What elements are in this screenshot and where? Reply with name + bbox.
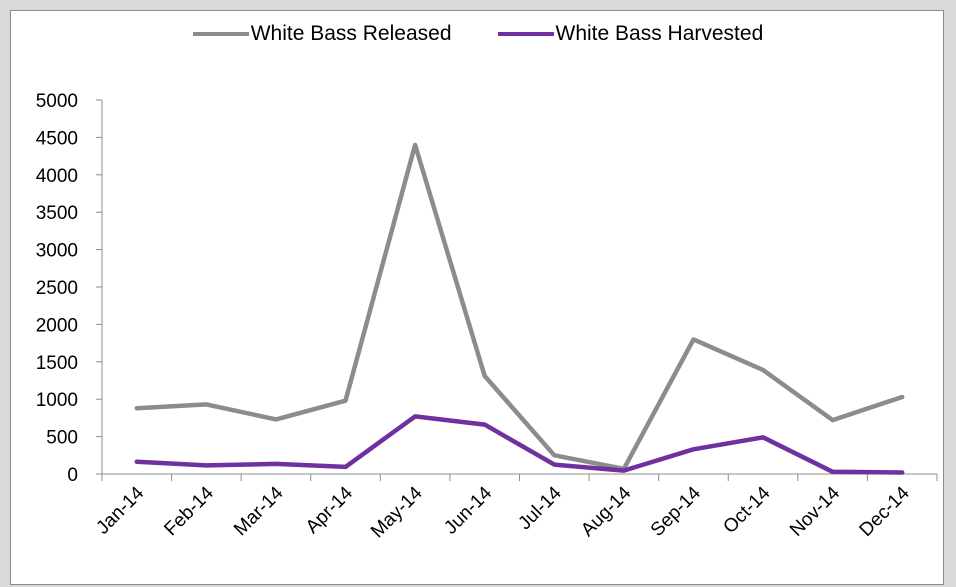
x-tick-label: Jun-14 xyxy=(440,482,496,538)
y-tick-label: 5000 xyxy=(36,91,78,112)
y-tick-label: 1500 xyxy=(36,353,78,374)
chart-frame xyxy=(10,10,944,585)
x-tick-label: Dec-14 xyxy=(856,482,914,540)
x-tick-label: Feb-14 xyxy=(160,482,218,540)
legend-swatch-released xyxy=(192,32,249,36)
x-tick-label: Nov-14 xyxy=(786,482,844,540)
legend-label-released: White Bass Released xyxy=(250,22,452,45)
y-tick-label: 1000 xyxy=(36,390,78,411)
series-line-harvested xyxy=(134,414,905,475)
x-tick-label: Sep-14 xyxy=(647,482,705,540)
x-tick-label: Jul-14 xyxy=(514,482,566,534)
legend-label-harvested: White Bass Harvested xyxy=(555,22,764,45)
x-tick-label: May-14 xyxy=(367,482,427,542)
y-tick-label: 3500 xyxy=(36,203,78,224)
y-tick-label: 2000 xyxy=(36,315,78,336)
legend-item-released: White Bass Released xyxy=(192,22,452,46)
legend-item-harvested: White Bass Harvested xyxy=(497,22,764,46)
series-line-released xyxy=(134,142,905,472)
y-tick-label: 500 xyxy=(46,428,78,449)
x-tick-label: Jan-14 xyxy=(92,482,148,538)
legend: White Bass Released White Bass Harvested xyxy=(0,22,956,46)
legend-swatch-harvested xyxy=(497,32,554,36)
x-tick-label: Oct-14 xyxy=(719,482,774,537)
y-tick-label: 4500 xyxy=(36,128,78,149)
y-tick-label: 3000 xyxy=(36,241,78,262)
y-tick-label: 0 xyxy=(67,465,78,486)
x-tick-label: Apr-14 xyxy=(302,482,357,537)
y-tick-label: 4000 xyxy=(36,166,78,187)
x-tick-label: Mar-14 xyxy=(230,482,288,540)
y-tick-label: 2500 xyxy=(36,278,78,299)
x-tick-label: Aug-14 xyxy=(577,482,635,540)
